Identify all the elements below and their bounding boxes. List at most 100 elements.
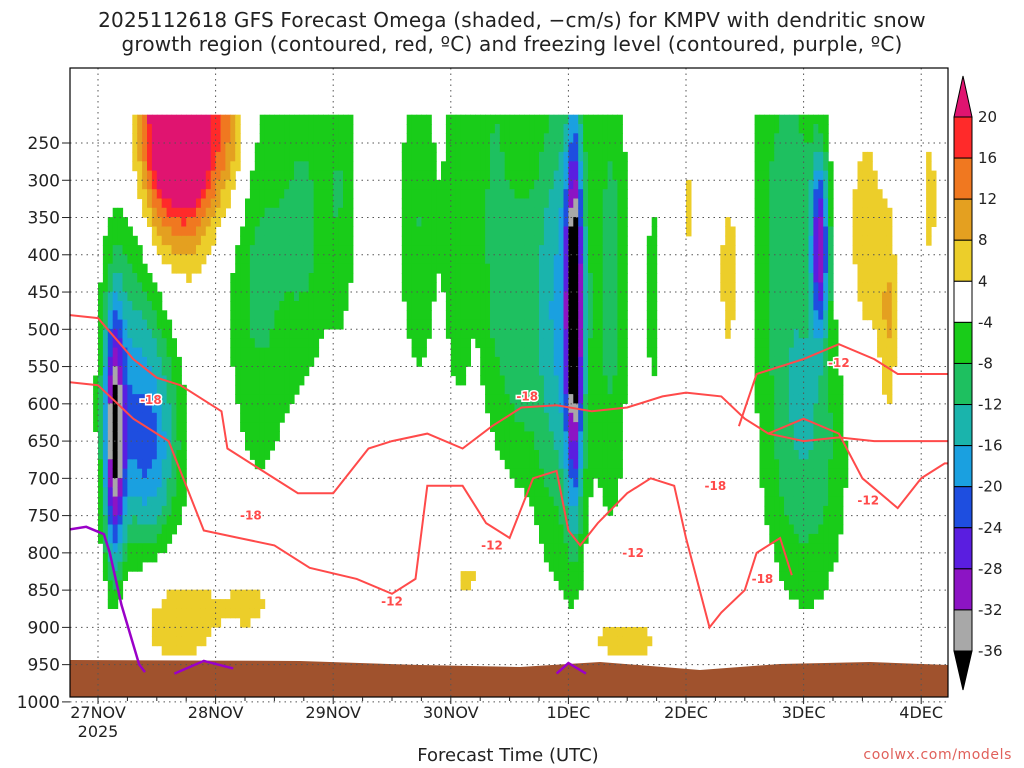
omega-cell bbox=[161, 627, 168, 637]
omega-cell bbox=[480, 198, 486, 209]
omega-cell bbox=[818, 207, 824, 218]
omega-cell bbox=[784, 543, 790, 554]
omega-cell bbox=[181, 114, 187, 125]
omega-cell bbox=[524, 422, 530, 432]
omega-cell bbox=[137, 245, 143, 255]
omega-cell bbox=[583, 170, 589, 181]
omega-cell bbox=[245, 431, 251, 442]
omega-cell bbox=[475, 124, 481, 134]
omega-cell bbox=[607, 207, 614, 218]
omega-cell bbox=[539, 301, 545, 311]
omega-cell bbox=[235, 282, 241, 293]
omega-cell bbox=[514, 478, 520, 488]
omega-cell bbox=[828, 254, 834, 265]
omega-cell bbox=[857, 198, 863, 209]
omega-cell bbox=[166, 133, 173, 144]
omega-cell bbox=[225, 114, 231, 125]
omega-cell bbox=[519, 282, 525, 293]
omega-cell bbox=[509, 133, 516, 144]
omega-cell bbox=[156, 124, 163, 134]
omega-cell bbox=[122, 310, 128, 321]
omega-cell bbox=[784, 468, 790, 479]
omega-cell bbox=[485, 403, 491, 414]
omega-cell bbox=[411, 161, 418, 172]
omega-cell bbox=[475, 282, 481, 293]
omega-cell bbox=[460, 571, 467, 581]
omega-cell bbox=[529, 151, 535, 162]
omega-cell bbox=[117, 533, 124, 544]
omega-cell bbox=[612, 440, 618, 451]
omega-cell bbox=[803, 151, 810, 162]
omega-cell bbox=[808, 478, 814, 488]
omega-cell bbox=[504, 198, 511, 209]
omega-cell bbox=[460, 375, 467, 386]
omega-cell bbox=[823, 226, 829, 237]
omega-cell bbox=[284, 245, 290, 255]
omega-cell bbox=[877, 291, 883, 302]
omega-cell bbox=[112, 552, 119, 563]
omega-cell bbox=[200, 161, 207, 172]
omega-cell bbox=[867, 254, 873, 265]
dgz-contour-label: -12 bbox=[828, 356, 850, 370]
omega-cell bbox=[235, 114, 241, 125]
omega-cell bbox=[220, 161, 226, 172]
omega-cell bbox=[754, 254, 761, 265]
omega-cell bbox=[171, 617, 177, 628]
omega-cell bbox=[127, 310, 133, 321]
omega-cell bbox=[401, 207, 408, 218]
omega-cell bbox=[597, 478, 604, 488]
omega-cell bbox=[254, 170, 261, 181]
omega-cell bbox=[509, 412, 516, 423]
omega-cell bbox=[284, 263, 290, 274]
omega-cell bbox=[137, 422, 143, 432]
omega-cell bbox=[137, 301, 143, 311]
omega-cell bbox=[891, 282, 898, 293]
omega-cell bbox=[646, 338, 653, 349]
omega-cell bbox=[303, 207, 310, 218]
omega-cell bbox=[318, 161, 324, 172]
omega-cell bbox=[196, 124, 202, 134]
omega-cell bbox=[612, 496, 618, 507]
omega-cell bbox=[313, 161, 320, 172]
omega-cell bbox=[161, 347, 168, 358]
omega-cell bbox=[926, 207, 932, 218]
omega-cell bbox=[563, 524, 569, 535]
omega-cell bbox=[132, 440, 138, 451]
omega-cell bbox=[132, 459, 138, 470]
omega-cell bbox=[230, 356, 236, 367]
omega-cell bbox=[156, 198, 163, 209]
omega-cell bbox=[151, 627, 158, 637]
omega-cell bbox=[543, 291, 550, 302]
omega-cell bbox=[563, 384, 569, 395]
omega-cell bbox=[499, 142, 506, 153]
omega-cell bbox=[553, 552, 560, 563]
omega-cell bbox=[602, 422, 609, 432]
omega-cell bbox=[426, 273, 432, 283]
omega-cell bbox=[504, 422, 511, 432]
omega-cell bbox=[269, 254, 275, 265]
omega-cell bbox=[122, 422, 128, 432]
omega-cell bbox=[646, 235, 653, 246]
omega-cell bbox=[328, 189, 334, 200]
omega-cell bbox=[759, 161, 765, 172]
omega-cell bbox=[646, 245, 653, 255]
omega-cell bbox=[828, 235, 834, 246]
omega-cell bbox=[485, 319, 491, 330]
omega-cell bbox=[524, 235, 530, 246]
omega-cell bbox=[823, 468, 829, 479]
omega-cell bbox=[431, 179, 437, 190]
omega-cell bbox=[597, 142, 604, 153]
omega-cell bbox=[754, 124, 761, 134]
omega-cell bbox=[210, 198, 217, 209]
omega-cell bbox=[191, 170, 197, 181]
omega-cell bbox=[151, 617, 158, 628]
omega-cell bbox=[524, 114, 530, 125]
omega-cell bbox=[617, 161, 623, 172]
omega-cell bbox=[200, 627, 207, 637]
omega-cell bbox=[308, 328, 315, 339]
omega-cell bbox=[534, 226, 540, 237]
omega-cell bbox=[823, 245, 829, 255]
omega-cell bbox=[543, 338, 550, 349]
omega-cell bbox=[862, 151, 868, 162]
